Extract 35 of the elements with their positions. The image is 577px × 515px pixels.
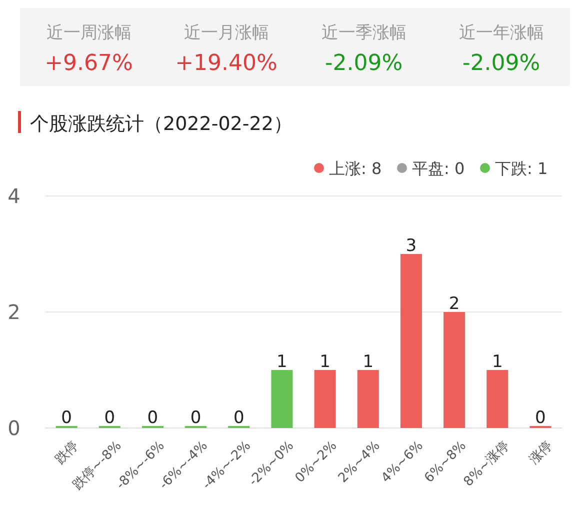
y-tick-label: 4 [8, 184, 20, 208]
legend-label: 下跌: 1 [495, 159, 548, 178]
category-label: 近一周涨幅 [46, 23, 132, 43]
data-label: 0 [61, 408, 72, 428]
bar [486, 370, 508, 428]
data-label: 1 [492, 352, 503, 372]
category-label: 近一月涨幅 [184, 23, 269, 43]
data-label: 0 [535, 408, 546, 428]
data-label: 3 [406, 236, 417, 256]
bar [400, 254, 422, 428]
category-label: 近一年涨幅 [458, 23, 544, 43]
text: -2.09% [462, 51, 540, 76]
x-tick-label: 跌停 [52, 438, 82, 468]
data-label: 1 [320, 352, 330, 372]
text: -2.09% [324, 51, 403, 76]
y-tick-label: 0 [8, 416, 20, 440]
legend-label: 平盘: 0 [412, 159, 465, 178]
data-label: 1 [362, 352, 374, 372]
bar [357, 370, 379, 428]
data-label: 1 [276, 352, 288, 372]
data-label: 0 [104, 408, 116, 428]
bar [271, 370, 293, 428]
category-label: 近一季涨幅 [321, 23, 406, 43]
y-tick-label: 2 [8, 300, 20, 324]
bar [444, 312, 466, 428]
text: +9.67% [44, 51, 133, 76]
data-label: 0 [147, 408, 158, 428]
x-tick-label: 涨停 [526, 438, 556, 468]
data-label: 2 [448, 294, 460, 314]
chart-title: 个股涨跌统计（2022-02-22） [30, 113, 292, 135]
data-label: 0 [190, 408, 202, 428]
legend-label: 上涨: 8 [329, 159, 382, 178]
data-label: 0 [233, 408, 244, 428]
text: +19.40% [175, 51, 278, 76]
bar [314, 370, 336, 428]
